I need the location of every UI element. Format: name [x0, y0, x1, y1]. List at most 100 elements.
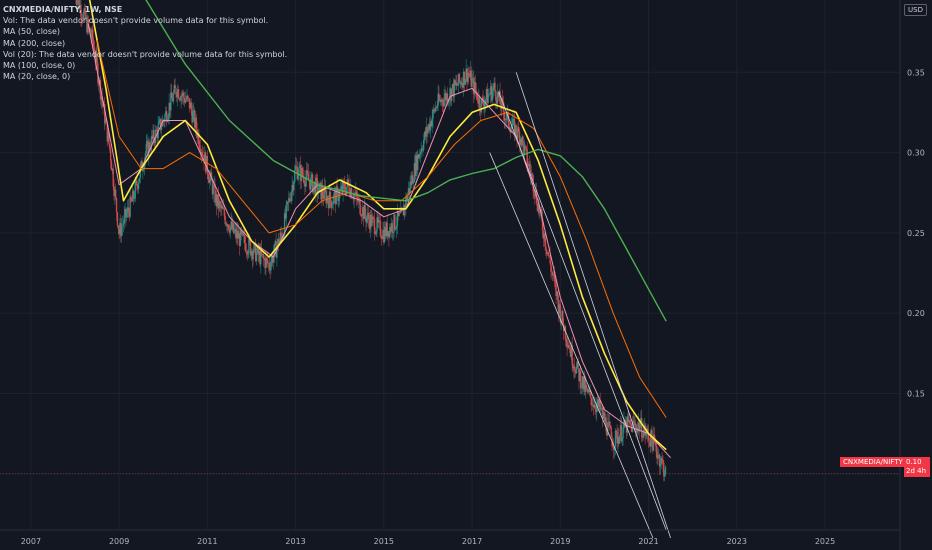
candle-body — [186, 95, 188, 101]
candle-body — [490, 86, 492, 95]
candle-body — [621, 438, 623, 442]
candle-body — [269, 268, 271, 271]
candle-body — [332, 202, 334, 205]
candle-body — [546, 252, 549, 255]
candle-body — [488, 94, 490, 96]
candle-body — [553, 274, 556, 280]
candle-body — [203, 155, 205, 164]
candle-body — [411, 175, 414, 184]
candle-body — [594, 404, 596, 410]
candle-body — [501, 98, 504, 102]
candle-body — [606, 431, 608, 436]
candle-body — [288, 198, 290, 203]
symbol-price-label: CNXMEDIA/NIFTY — [840, 457, 906, 467]
candle-body — [87, 19, 90, 28]
candle-body — [557, 291, 559, 301]
candle-body — [123, 214, 125, 225]
candle-body — [367, 212, 370, 220]
candle-body — [190, 102, 192, 111]
candle-body — [227, 224, 229, 227]
candle-body — [225, 223, 227, 225]
candle-body — [260, 249, 262, 265]
candle-body — [504, 119, 506, 121]
candle-body — [310, 177, 312, 190]
symbol-title[interactable]: CNXMEDIA/NIFTY, 1W, NSE — [3, 5, 123, 14]
candle-body — [144, 153, 147, 160]
candle-body — [325, 190, 327, 204]
candle-body — [496, 92, 499, 104]
candle-body — [624, 419, 626, 427]
candle-body — [417, 154, 420, 159]
candle-body — [649, 441, 651, 447]
candle-body — [419, 153, 422, 155]
candle-body — [626, 416, 629, 433]
candle-body — [360, 213, 362, 216]
candle-body — [654, 441, 657, 444]
candle-body — [77, 0, 80, 1]
candle-body — [193, 110, 196, 128]
legend-ma20[interactable]: MA (20, close, 0) — [3, 72, 71, 82]
candle-body — [137, 185, 139, 189]
candle-body — [549, 255, 551, 264]
candle-body — [652, 440, 654, 451]
candle-body — [608, 421, 611, 427]
candle-body — [644, 425, 646, 436]
candle-body — [271, 256, 273, 263]
currency-badge[interactable]: USD — [904, 4, 927, 16]
candle-body — [580, 386, 583, 389]
candle-body — [663, 462, 665, 477]
candle-body — [120, 226, 123, 237]
candle-body — [191, 110, 193, 123]
candle-body — [118, 228, 120, 235]
candle-body — [585, 385, 588, 389]
candle-body — [508, 126, 511, 130]
candle-body — [339, 190, 341, 199]
candle-body — [194, 117, 197, 128]
candle-body — [379, 220, 382, 236]
candle-body — [199, 145, 201, 149]
candle-body — [394, 214, 396, 229]
legend-ma50[interactable]: MA (50, close) — [3, 27, 61, 37]
candle-body — [420, 148, 422, 154]
candle-body — [265, 258, 267, 269]
candle-body — [395, 228, 397, 230]
candle-body — [432, 109, 434, 119]
candle-body — [174, 85, 176, 89]
candle-body — [139, 167, 142, 179]
candle-body — [266, 259, 269, 264]
candle-body — [137, 182, 140, 189]
candle-body — [476, 92, 478, 100]
candle-body — [195, 117, 198, 131]
candle-body — [410, 181, 412, 185]
candle-body — [388, 231, 390, 238]
legend-ma200[interactable]: MA (200, close) — [3, 38, 66, 48]
candle-body — [249, 242, 252, 256]
candle-body — [193, 110, 195, 113]
candle-body — [249, 238, 251, 243]
candle-body — [495, 90, 497, 101]
candle-body — [130, 196, 132, 201]
candle-body — [200, 151, 203, 154]
candle-body — [298, 167, 300, 176]
candle-body — [126, 207, 129, 214]
legend-ma100[interactable]: MA (100, close, 0) — [3, 61, 76, 71]
candle-body — [92, 29, 94, 42]
candle-body — [506, 113, 508, 120]
candle-body — [615, 430, 617, 433]
candle-body — [383, 229, 385, 243]
candle-body — [300, 167, 303, 181]
candle-body — [444, 93, 446, 99]
candle-body — [168, 102, 170, 117]
candle-body — [602, 412, 605, 419]
candle-body — [600, 408, 602, 410]
candle-body — [555, 282, 557, 297]
candle-body — [285, 204, 287, 219]
candle-body — [128, 211, 130, 217]
candle-body — [235, 228, 237, 238]
candle-body — [423, 131, 426, 141]
candle-body — [622, 427, 624, 439]
candle-body — [573, 366, 575, 369]
candle-body — [456, 85, 459, 86]
candle-body — [331, 204, 333, 209]
